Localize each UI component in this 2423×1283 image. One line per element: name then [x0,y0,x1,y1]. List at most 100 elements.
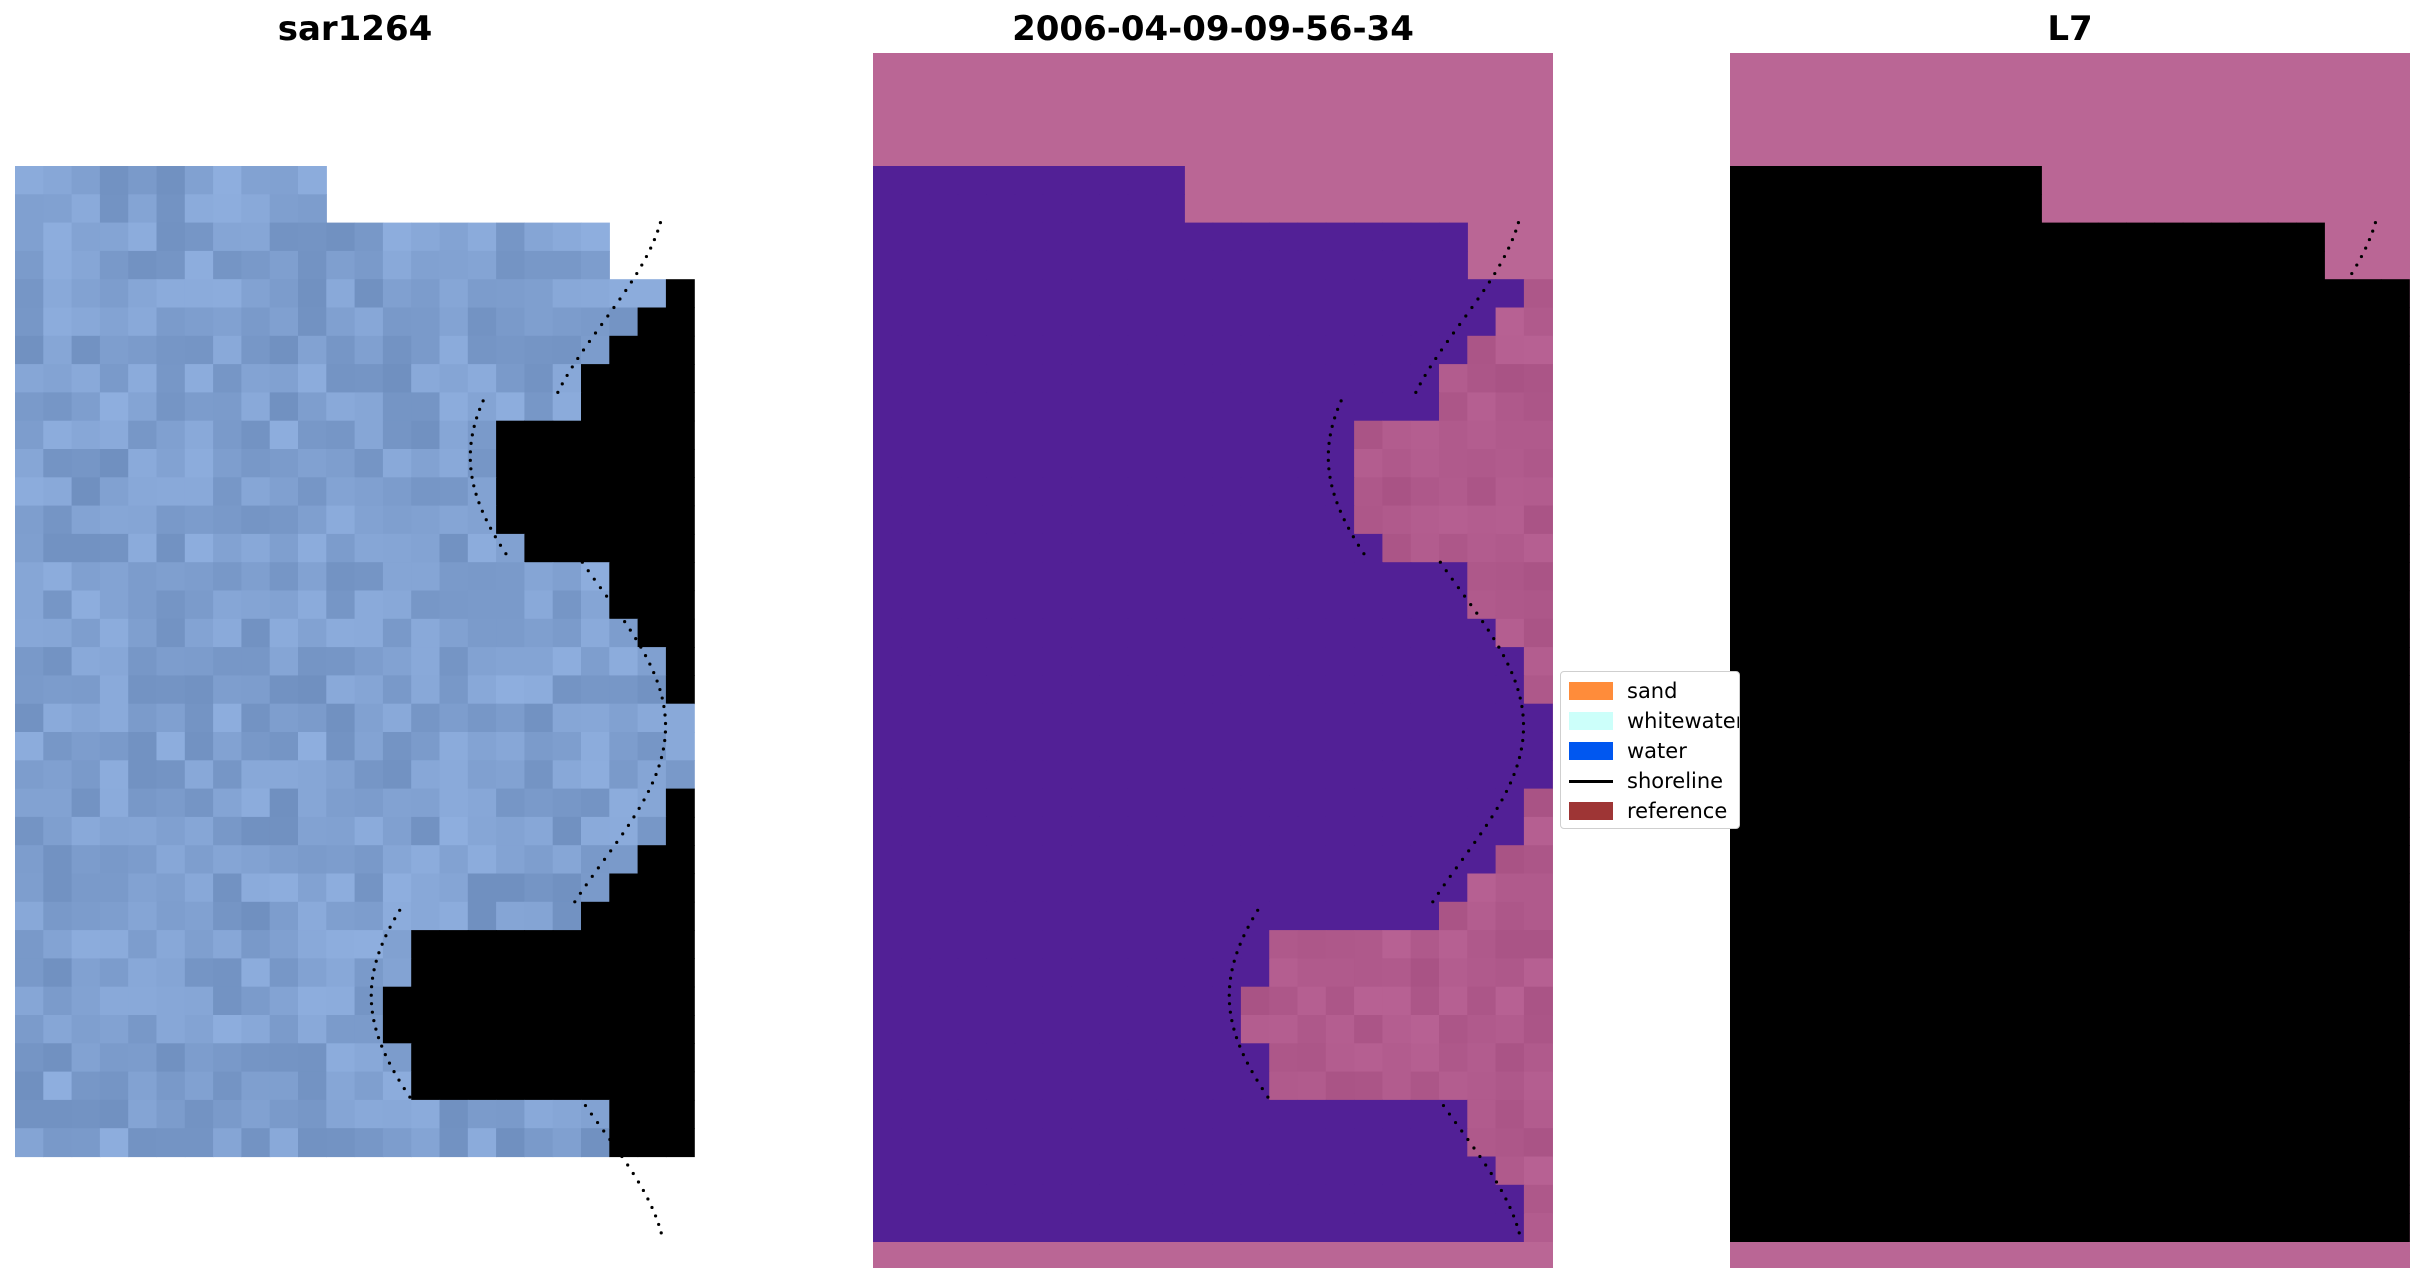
shoreline-point [397,1078,401,1082]
shoreline-point [2084,993,2088,997]
shoreline-point [1510,237,1515,242]
shoreline-point [2184,441,2188,445]
shoreline-point [2330,840,2334,844]
shoreline-point [611,603,615,607]
shoreline-point [2315,322,2319,327]
shoreline-point [469,441,473,445]
shoreline-point [408,1095,412,1099]
shoreline-point [2311,866,2315,870]
shoreline-point [1227,985,1232,989]
shoreline-point [649,246,653,250]
shoreline-point [1326,450,1330,454]
panel-title-index: L7 [2047,9,2093,49]
legend-item-shoreline: shoreline [1569,768,1723,794]
shoreline-point [2324,849,2328,853]
shoreline-point [469,467,473,471]
shoreline-point [632,815,636,819]
shoreline-point [643,653,648,658]
shoreline-point [2098,1053,2102,1057]
shoreline-point [2112,1078,2116,1082]
shoreline-point [1245,1061,1250,1065]
shoreline-point [1479,832,1483,836]
shoreline-point [2369,772,2373,777]
shoreline-point [369,985,374,989]
shoreline-point [1330,424,1334,428]
shoreline-point [1227,1002,1232,1006]
shoreline-point [1447,1112,1452,1116]
shoreline-point [377,951,381,955]
shoreline-point [2085,976,2090,980]
shoreline-point [657,1222,661,1227]
shoreline-point [2321,314,2325,318]
shoreline-point [2298,1103,2303,1108]
shoreline-point [2085,1010,2089,1014]
shoreline-point [657,764,661,768]
shoreline-point [2378,738,2382,743]
shoreline-point [1517,755,1522,760]
shoreline-point [2185,433,2189,437]
shoreline-point [2317,857,2322,861]
shoreline-point [2354,645,2358,649]
shoreline-point [1502,254,1507,259]
shoreline-point [1506,662,1510,666]
shoreline-point [1493,271,1497,276]
shoreline-point [659,755,664,760]
shoreline-point [1512,772,1516,777]
shoreline-point [1478,1154,1482,1159]
shoreline-point [1508,781,1513,785]
shoreline-point [1451,331,1456,335]
shoreline-point [584,883,588,887]
shoreline-point [2343,628,2347,632]
shoreline-point [656,229,660,233]
shoreline-point [1438,560,1442,564]
shoreline-point [2199,518,2203,522]
shoreline-point [620,1154,624,1159]
shoreline-point [2190,416,2194,420]
classified-image-panel [873,53,1553,1268]
legend-item-water: water [1569,738,1687,764]
shoreline-point [618,297,622,301]
shoreline-point [380,1044,384,1048]
shoreline-point [2327,305,2331,310]
shoreline-point [617,611,621,615]
shoreline-point [2193,407,2197,411]
shoreline-point [636,1180,641,1184]
shoreline-point [615,840,619,844]
shoreline-point [2329,1146,2333,1150]
shoreline-point [658,221,663,225]
shoreline-point [1519,747,1524,751]
shoreline-point [1462,594,1467,598]
shoreline-point [2341,1163,2345,1167]
shoreline-point [626,1163,630,1167]
shoreline-point [2087,968,2091,972]
shoreline-point [2285,365,2289,369]
shoreline-point [2185,475,2189,479]
shoreline-point [1251,917,1255,921]
shoreline-point [614,1146,618,1150]
shoreline-point [2308,331,2313,335]
shoreline-point [1486,628,1490,632]
shoreline-point [581,348,586,352]
shoreline-point [589,1112,594,1116]
shoreline-point [602,1129,606,1133]
shoreline-point [2374,1231,2378,1235]
shoreline-point [2333,297,2337,301]
shoreline-point [2307,577,2311,581]
shoreline-point [2296,348,2301,352]
shoreline-point [2365,1205,2369,1210]
shoreline-point [1460,857,1465,861]
shoreline-point [1418,382,1422,386]
shoreline-point [1445,339,1450,344]
shoreline-point [1498,263,1502,267]
shoreline-point [402,1086,406,1091]
shoreline-point [602,857,607,861]
shoreline-point [2377,704,2381,709]
shoreline-point [1234,1036,1239,1040]
shoreline-point [556,390,560,394]
shoreline-point [640,263,644,267]
shoreline-point [384,934,388,938]
shoreline-point [2196,399,2200,403]
shoreline-point [478,407,482,411]
shoreline-point [504,552,508,556]
shoreline-point [1516,221,1521,225]
